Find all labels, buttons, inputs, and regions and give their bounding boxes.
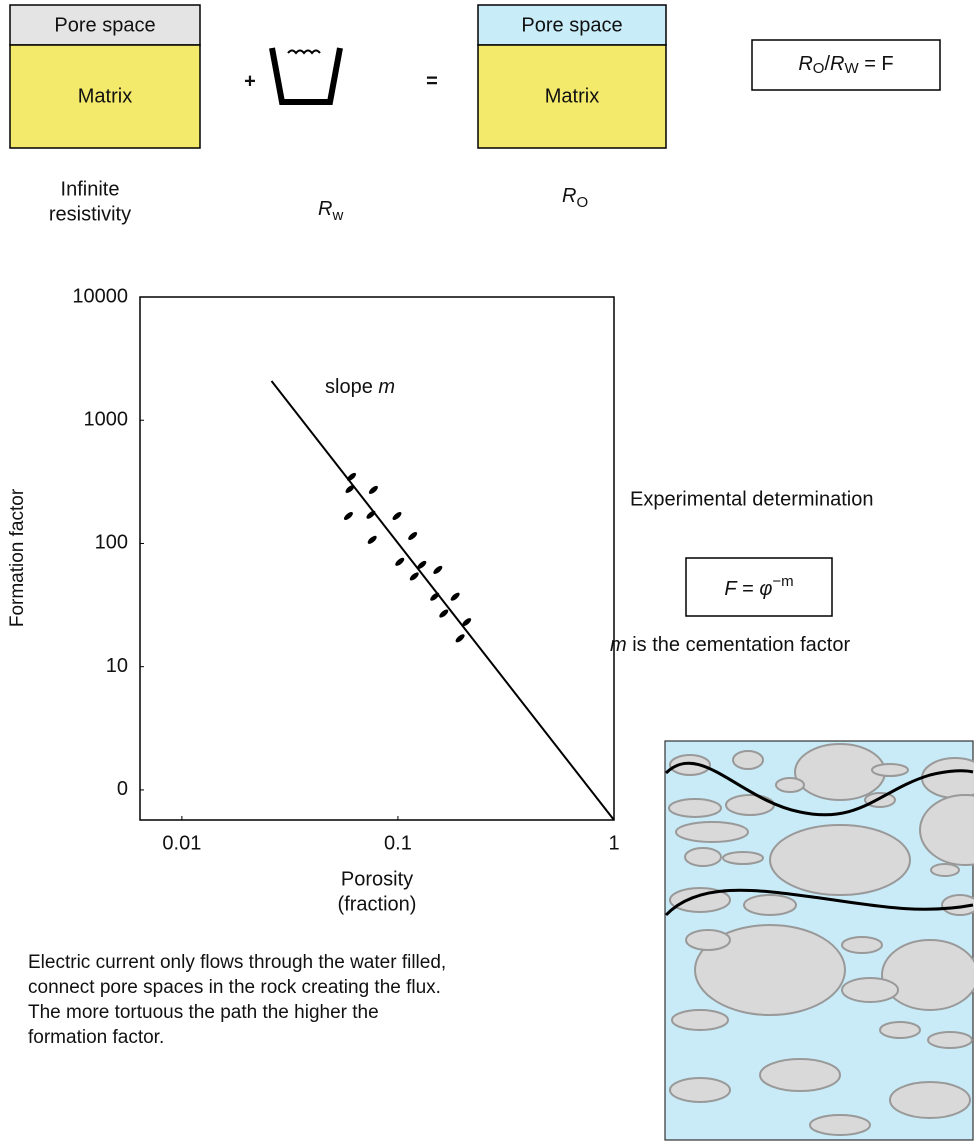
data-point [409,572,419,581]
data-point [417,560,427,569]
x-tick-label: 1 [608,832,619,854]
equals: = [426,70,438,92]
data-point [395,557,405,566]
water [287,49,321,55]
pore-box [9,4,201,46]
caption: RO [562,185,588,211]
slope-label: slope m [325,376,395,398]
side-heading: Experimental determination [630,488,873,510]
plot-frame [139,296,615,821]
caption: resistivity [49,203,131,225]
formula: F = φ−m [724,573,793,600]
ratio-equation: RO/RW = F [798,53,893,77]
x-tick-label: 0.01 [162,832,201,854]
data-point [462,618,472,627]
data-point [450,592,460,601]
y-tick-label: 100 [95,532,128,554]
data-point [366,510,376,519]
matrix-box [477,44,667,149]
eq-part: R [830,53,844,75]
paragraph-line: Electric current only flows through the … [28,952,446,973]
note-part: is the cementation factor [627,634,851,656]
data-point [347,472,357,481]
y-tick-label: 10 [106,655,128,677]
paragraph-line: connect pore spaces in the rock creating… [28,977,441,998]
y-tick-label: 0 [117,778,128,800]
eq-part: O [813,60,825,77]
data-point [430,592,440,601]
data-point [439,609,449,618]
y-tick-label: 10000 [72,285,128,307]
equation-box [751,39,941,91]
pore-label: Pore space [521,14,622,36]
paragraph-line: formation factor. [28,1027,164,1048]
formula-part: F [724,578,738,600]
x-axis-label: (fraction) [338,893,417,915]
caption-part: R [562,185,576,207]
data-point [343,511,353,521]
matrix-label: Matrix [545,85,599,107]
grains [668,743,974,1136]
formula-part: = [737,578,760,600]
caption-part: R [318,198,332,220]
formula-part: −m [772,573,793,590]
formula-box [685,557,833,617]
rock-illustration [664,740,974,1141]
data-point [368,485,378,494]
data-point [408,531,418,540]
matrix-label: Matrix [78,85,132,107]
data-point [392,511,402,521]
eq-part: = F [859,53,894,75]
caption-part: w [331,207,343,224]
fit-line [270,380,615,821]
data-point [345,484,355,493]
matrix-box [9,44,201,149]
data-point [433,565,443,574]
formula-part: φ [759,578,772,600]
data-point [455,634,465,643]
y-tick-label: 1000 [84,409,129,431]
eq-part: W [844,60,859,77]
eq-part: / [824,53,830,75]
note-part: m [610,634,627,656]
data-point [367,535,377,544]
x-tick-label: 0.1 [384,832,412,854]
eq-part: R [798,53,812,75]
x-axis-label: Porosity [341,868,413,890]
current-path [664,761,974,817]
current-path [664,888,974,917]
y-axis-label: Formation factor [7,488,28,627]
caption-part: O [576,194,588,211]
paragraph-line: The more tortuous the path the higher th… [28,1002,379,1023]
side-note: m is the cementation factor [610,634,850,656]
caption: Rw [318,198,343,224]
pore-label: Pore space [54,14,155,36]
caption: Infinite [61,178,120,200]
plus: + [244,70,256,92]
slope-part: m [378,376,395,398]
beaker [269,47,343,105]
slope-part: slope [325,376,378,398]
